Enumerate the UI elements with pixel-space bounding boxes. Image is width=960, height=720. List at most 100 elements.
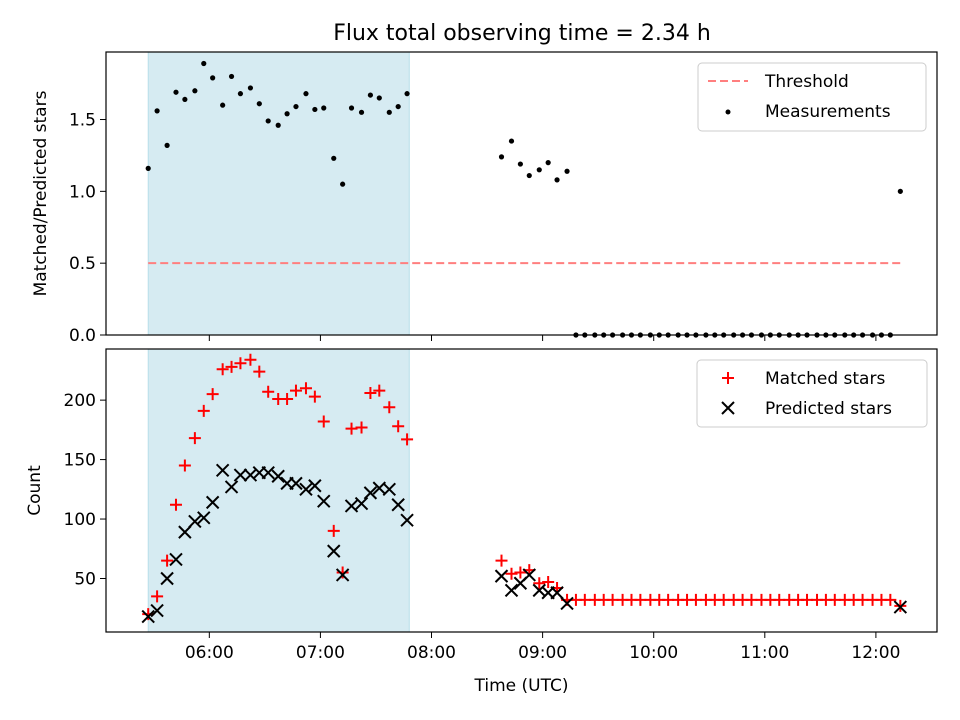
predicted-star-point [160,571,174,586]
legend-measurements-swatch [725,109,731,115]
measurement-point [228,73,235,80]
ratio-ytick-label: 0.0 [69,326,96,346]
legend-predicted-swatch [721,401,735,415]
matched-star-point [345,422,358,435]
measurement-point [536,167,542,173]
ratio-x-ticks [208,335,877,341]
measurement-point [293,103,299,110]
matched-star-point [355,421,368,434]
predicted-star-point [560,596,574,611]
measurement-point [331,155,337,161]
count-xtick-label: 12:00 [851,643,900,663]
ratio-panel: 0.0 0.5 1.0 1.5 Matched/Predicted stars Thr… [31,51,938,346]
matched-star-point [206,388,219,401]
matched-stars-points [142,353,907,621]
ratio-legend-box [697,62,927,132]
predicted-star-point [354,496,369,511]
matched-star-point [336,566,349,579]
measurement-point [897,188,903,194]
matched-star-point [225,360,238,373]
count-axes-frame [105,348,938,633]
predicted-star-point [308,479,322,493]
matched-star-point [495,554,508,567]
legend-threshold-label: Threshold [764,72,849,92]
count-panel: 50 100 150 200 06:00 07:00 08:00 09:00 10:00 11:… [25,348,938,696]
chart-title: Flux total observing time = 2.34 h [333,21,711,46]
predicted-star-point [289,476,303,491]
matched-star-point [178,459,191,472]
ratio-ytick-label: 1.0 [69,182,96,202]
count-ytick-label: 150 [64,451,96,471]
measurement-point [564,168,570,174]
measurement-point [237,91,244,97]
matched-star-point [514,566,527,579]
matched-star-point [262,385,275,398]
matched-star-point [299,382,312,395]
matched-star-point [234,357,247,370]
predicted-star-point [233,468,248,482]
measurement-point [303,91,309,97]
measurement-point [386,109,392,115]
matched-star-point [505,567,518,580]
legend-predicted-label: Predicted stars [765,399,892,419]
predicted-star-point [363,486,378,500]
measurement-point [164,142,170,148]
matched-star-point [364,386,377,399]
measurement-point [284,111,290,117]
predicted-star-point [504,583,519,598]
matched-star-point [542,576,555,589]
predicted-star-point [327,544,341,558]
matched-star-point [281,392,294,405]
measurement-point [545,160,551,166]
measurement-point [498,154,505,160]
legend-measurements-label: Measurements [765,102,891,122]
predicted-star-point [205,495,220,510]
matched-star-point [533,577,546,590]
measurement-point [154,108,160,114]
count-x-axis: 06:00 07:00 08:00 09:00 10:00 11:00 12:00 [185,632,900,663]
measurement-point [321,105,327,111]
predicted-star-point [197,511,211,525]
matched-star-point [383,401,396,414]
measurement-point [554,177,560,183]
count-xtick-label: 06:00 [185,643,234,663]
predicted-star-point [141,609,155,624]
legend-matched-swatch [722,372,734,384]
predicted-star-point [215,463,230,477]
measurement-point [404,91,410,97]
legend-matched-label: Matched stars [765,369,885,389]
measurement-point [340,181,346,187]
predicted-star-point [400,513,414,527]
predicted-star-point [893,600,908,614]
matched-star-point [373,384,386,397]
ratio-ytick-label: 0.5 [69,254,96,274]
matched-star-point [151,590,164,603]
count-y-axis: 50 100 150 200 [64,391,106,589]
count-xtick-label: 07:00 [296,643,345,663]
matched-star-point [161,554,174,567]
measurement-point [376,95,382,101]
measurement-point [348,105,355,111]
measurement-point [145,165,151,171]
measurement-point [220,102,226,108]
count-legend: Matched stars Predicted stars [696,359,928,428]
measurement-point [173,89,179,95]
ratio-y-label: Matched/Predicted stars [31,90,51,296]
matched-star-point [327,524,340,537]
x-axis-label: Time (UTC) [474,676,569,696]
predicted-star-point [494,569,509,583]
matched-star-point [253,365,266,378]
count-xtick-label: 09:00 [518,643,567,663]
matched-star-point [169,498,182,511]
count-ytick-label: 50 [74,569,96,589]
predicted-star-point [178,525,192,539]
measurement-point [517,161,523,167]
ratio-y-axis: 0.0 0.5 1.0 1.5 [69,111,106,346]
ratio-ytick-label: 1.5 [69,111,96,131]
matched-star-point [401,433,414,446]
predicted-star-point [335,568,350,582]
matched-star-point [392,420,405,433]
matched-star-point [244,353,257,366]
predicted-star-point [188,514,202,529]
matched-star-point [188,432,201,445]
